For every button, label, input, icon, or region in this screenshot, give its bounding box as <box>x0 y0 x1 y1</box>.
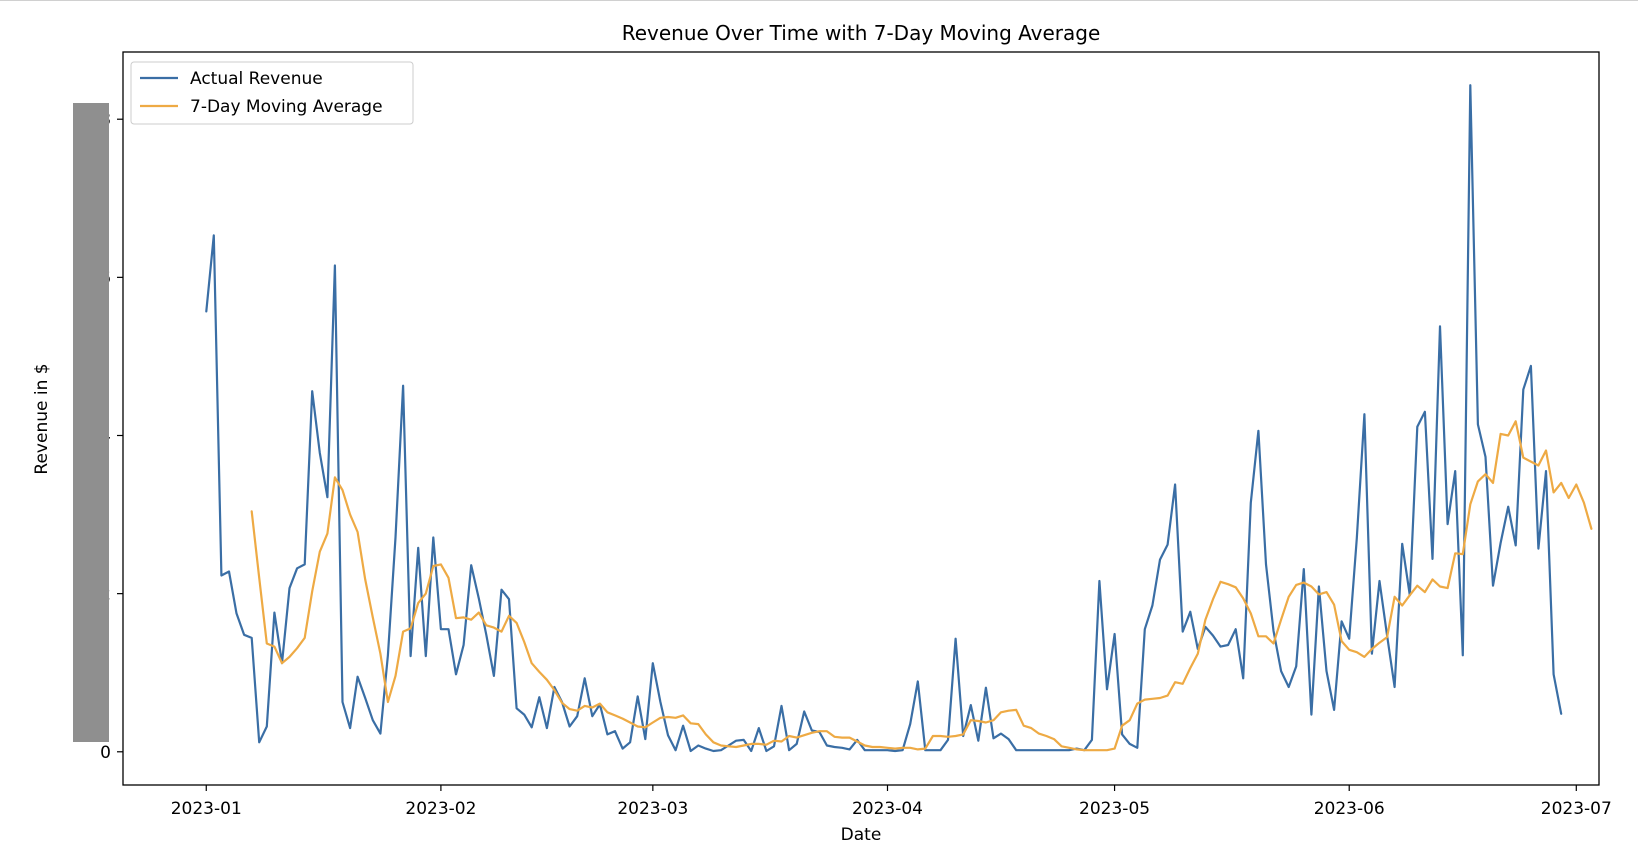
series-layer <box>205 84 1593 753</box>
top-divider <box>0 0 1638 1</box>
chart-title: Revenue Over Time with 7-Day Moving Aver… <box>622 21 1101 45</box>
x-axis-label: Date <box>841 825 882 845</box>
legend-label-moving-average: 7-Day Moving Average <box>190 97 383 117</box>
x-tick-label: 2023-07 <box>1541 799 1612 819</box>
y-axis-occluder <box>73 103 109 742</box>
series-line-moving-average <box>250 420 1593 752</box>
x-tick-label: 2023-05 <box>1079 799 1150 819</box>
y-axis-label: Revenue in $ <box>32 363 52 474</box>
series-line-actual-revenue <box>205 84 1563 753</box>
x-tick-label: 2023-04 <box>852 799 923 819</box>
legend-box <box>130 61 414 125</box>
y-tick-label: 0 <box>100 743 111 763</box>
plot-frame <box>122 51 1600 786</box>
x-tick-label: 2023-02 <box>405 799 476 819</box>
x-tick-label: 2023-06 <box>1314 799 1385 819</box>
x-tick-label: 2023-03 <box>617 799 688 819</box>
legend: Actual Revenue 7-Day Moving Average <box>130 61 414 125</box>
x-tick-label: 2023-01 <box>171 799 242 819</box>
legend-label-actual-revenue: Actual Revenue <box>190 69 323 89</box>
x-axis-ticks: 2023-01 2023-02 2023-03 2023-04 2023-05 2023-… <box>171 785 1612 819</box>
